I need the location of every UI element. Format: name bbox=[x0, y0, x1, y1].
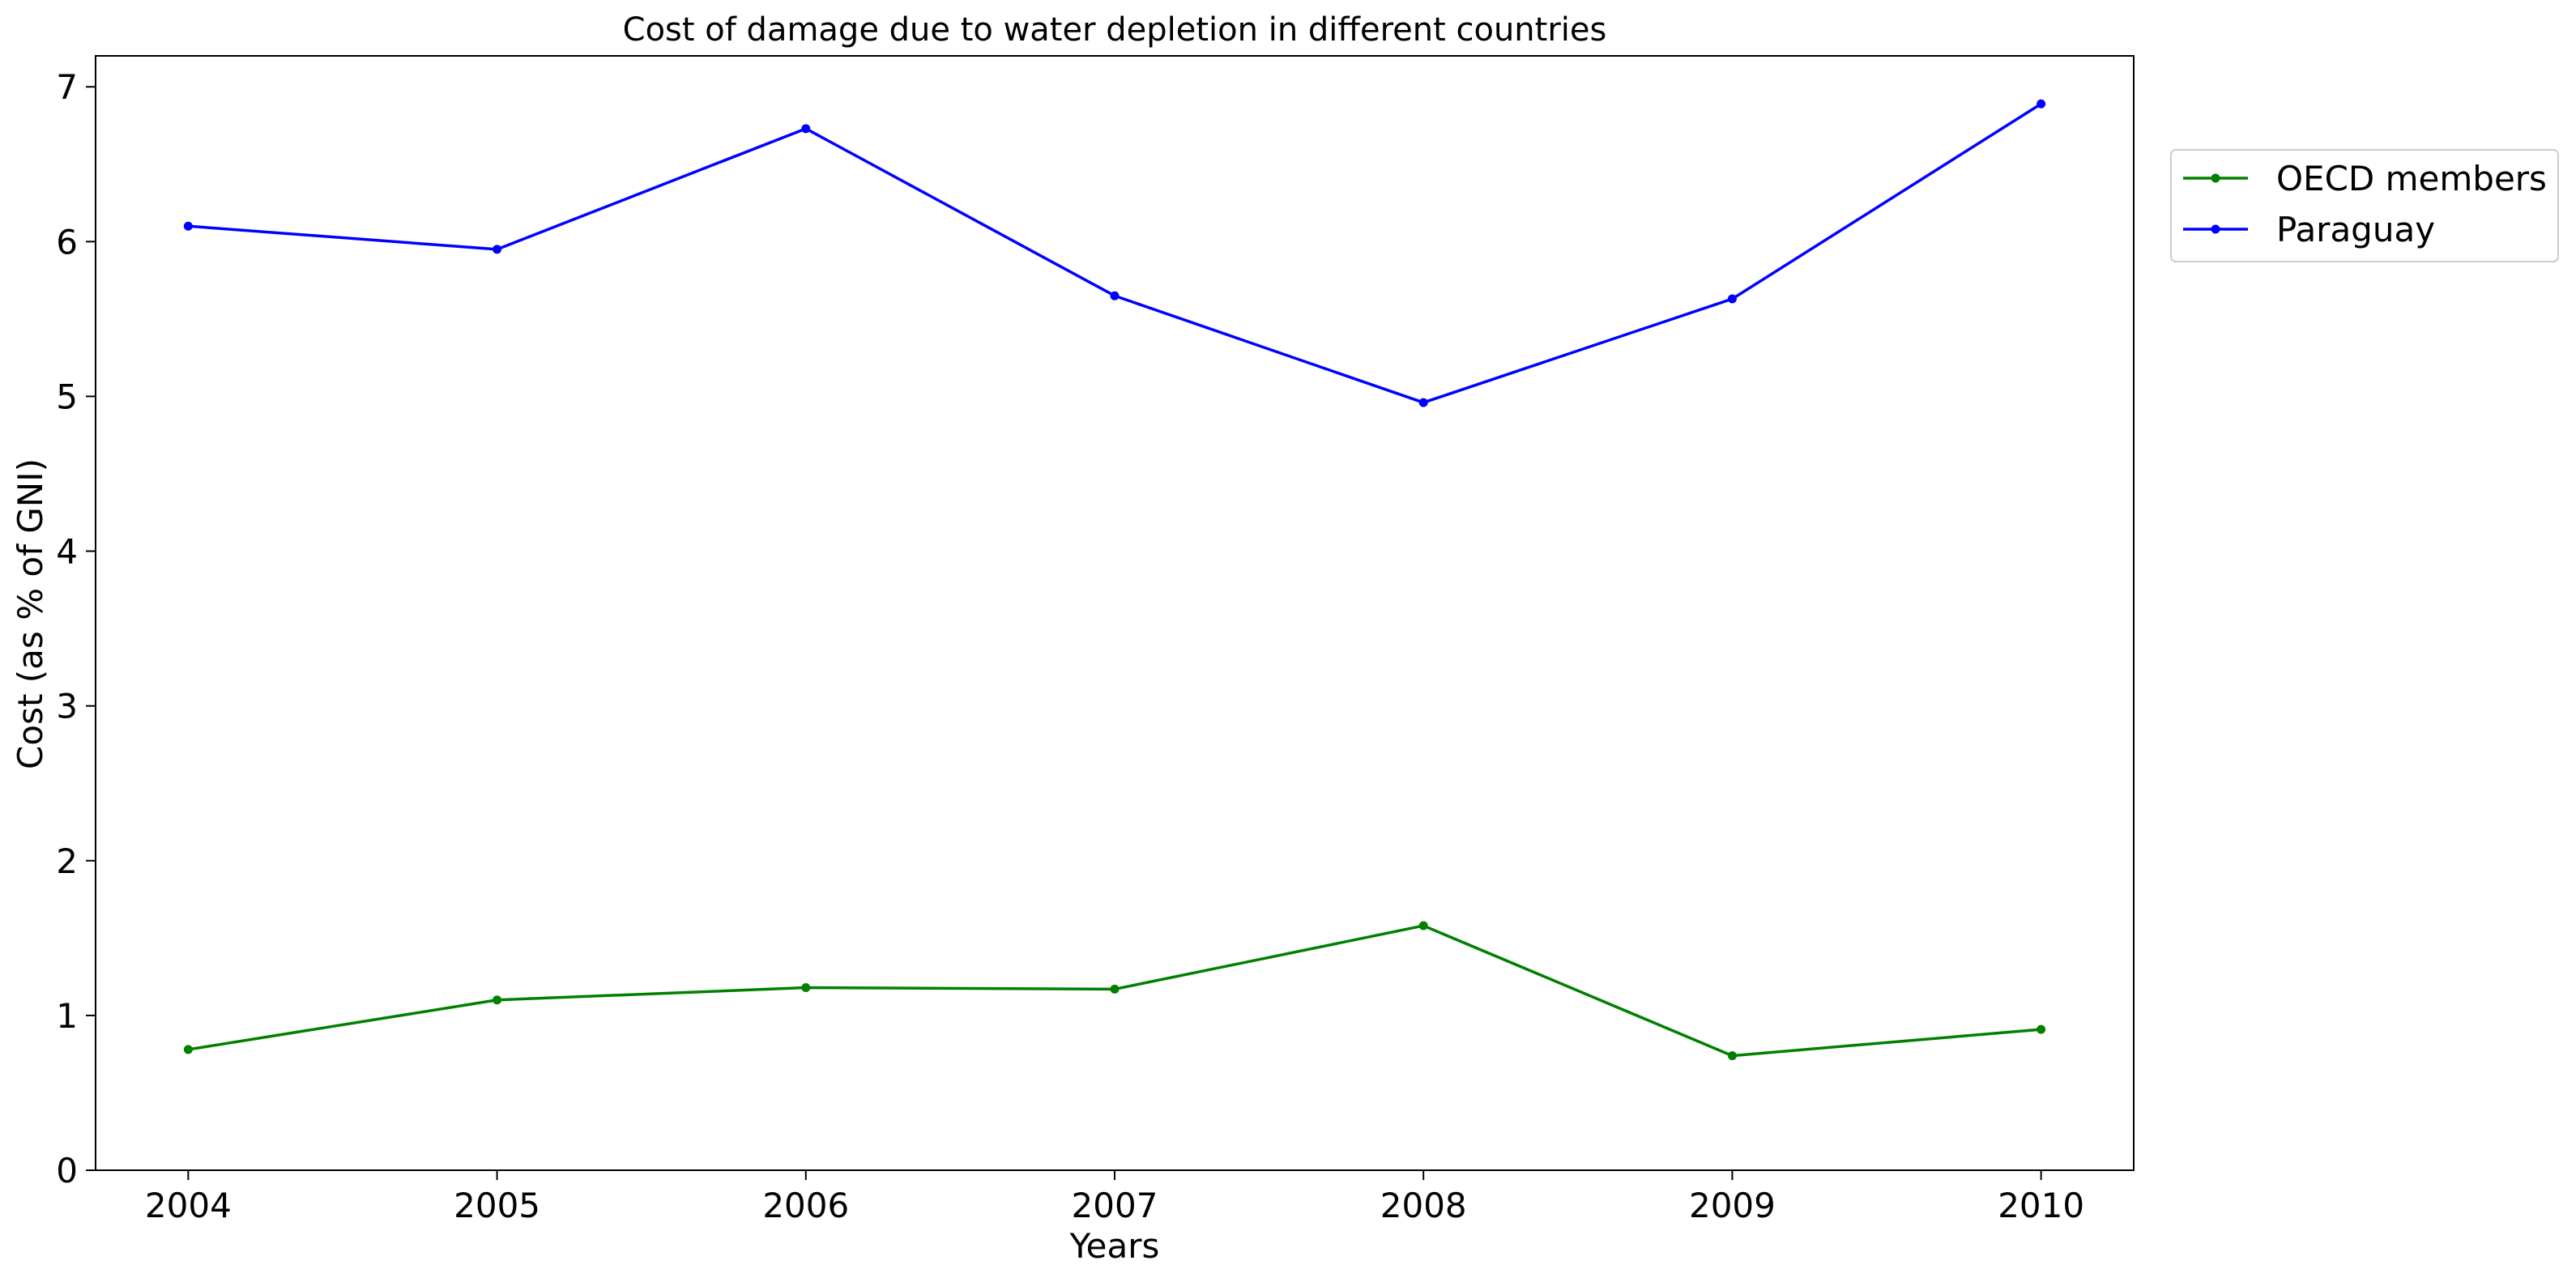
legend: OECD members Paraguay bbox=[2170, 149, 2559, 262]
data-point-oecd-members bbox=[1418, 921, 1428, 931]
legend-label-paraguay: Paraguay bbox=[2276, 210, 2435, 249]
data-point-oecd-members bbox=[493, 995, 502, 1005]
x-tick-label: 2007 bbox=[1072, 1186, 1158, 1225]
data-point-paraguay bbox=[1110, 291, 1120, 300]
data-point-paraguay bbox=[183, 221, 193, 231]
data-point-oecd-members bbox=[183, 1045, 193, 1054]
x-tick-label: 2009 bbox=[1689, 1186, 1776, 1225]
x-tick-label: 2008 bbox=[1380, 1186, 1467, 1225]
y-tick-label: 1 bbox=[56, 996, 78, 1036]
x-tick-label: 2006 bbox=[762, 1186, 849, 1225]
chart-title: Cost of damage due to water depletion in… bbox=[623, 11, 1607, 49]
y-tick-label: 5 bbox=[56, 377, 78, 416]
y-tick-label: 2 bbox=[56, 841, 78, 881]
data-point-oecd-members bbox=[801, 982, 811, 992]
x-tick-label: 2010 bbox=[1998, 1186, 2084, 1225]
series-line-paraguay bbox=[188, 102, 2042, 404]
x-tick-label: 2005 bbox=[454, 1186, 540, 1225]
data-point-paraguay bbox=[2036, 99, 2046, 109]
y-tick-label: 4 bbox=[56, 532, 78, 572]
data-point-oecd-members bbox=[1110, 984, 1120, 994]
y-tick-label: 3 bbox=[56, 687, 78, 726]
x-tick-label: 2004 bbox=[145, 1186, 232, 1225]
data-point-paraguay bbox=[1418, 398, 1428, 407]
plot-area: 2004 2005 2006 2007 2008 2009 2010 0 1 2 3 4 5 6 7 bbox=[56, 55, 2135, 1225]
y-axis-label: Cost (as % of GNI) bbox=[11, 458, 50, 769]
data-point-paraguay bbox=[801, 124, 811, 134]
x-axis-label: Years bbox=[1069, 1226, 1160, 1266]
data-point-oecd-members bbox=[2036, 1024, 2046, 1034]
data-point-paraguay bbox=[493, 245, 502, 254]
plot-frame bbox=[95, 55, 2135, 1171]
legend-label-oecd-members: OECD members bbox=[2276, 159, 2547, 198]
y-tick-label: 7 bbox=[56, 67, 78, 107]
data-point-paraguay bbox=[1727, 294, 1737, 304]
legend-box bbox=[2170, 149, 2559, 262]
y-tick-label: 6 bbox=[56, 222, 78, 262]
data-point-oecd-members bbox=[1727, 1051, 1737, 1061]
y-tick-label: 0 bbox=[56, 1151, 78, 1190]
legend-marker-oecd-members bbox=[2211, 173, 2220, 183]
legend-marker-paraguay bbox=[2211, 224, 2220, 234]
